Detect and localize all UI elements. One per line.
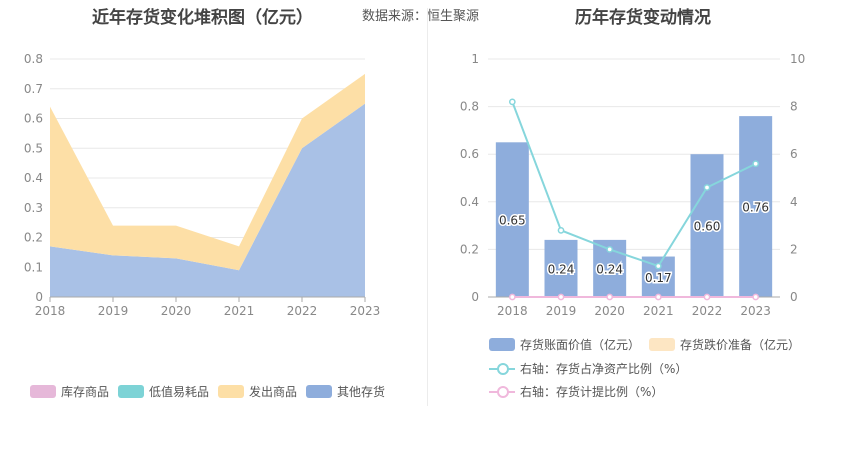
- y-right-tick-label: 8: [790, 100, 798, 114]
- line-point: [606, 293, 614, 301]
- legend-label: 存货账面价值（亿元）: [520, 338, 641, 352]
- y-tick-label: 0.3: [24, 201, 43, 215]
- legend-label: 低值易耗品: [149, 385, 210, 399]
- y-tick-label: 0.8: [24, 52, 43, 66]
- line-point: [508, 293, 516, 301]
- legend-swatch: [218, 385, 244, 398]
- x-tick-label: 2018: [35, 304, 66, 318]
- line-point: [703, 293, 711, 301]
- x-tick-label: 2019: [546, 304, 577, 318]
- x-tick-label: 2023: [350, 304, 381, 318]
- bar-data-label: 0.60: [694, 220, 721, 234]
- left-chart-panel: 近年存货变化堆积图（亿元） 0 0.1 0.2 0.3 0.4 0.5 0.6 0.7 0.8 2…: [0, 0, 425, 410]
- legend-label: 右轴：存货占净资产比例（%）: [520, 362, 688, 376]
- legend-item-inventory-to-net-assets[interactable]: 右轴：存货占净资产比例（%）: [489, 360, 687, 377]
- legend-label: 库存商品: [61, 385, 110, 399]
- y-right-tick-label: 10: [790, 52, 805, 66]
- legend-label: 其他存货: [337, 385, 386, 399]
- legend-swatch: [118, 385, 144, 398]
- y-left-tick-label: 0.6: [460, 147, 479, 161]
- legend-label: 存货跌价准备（亿元）: [680, 338, 801, 352]
- legend-label: 发出商品: [249, 385, 298, 399]
- y-tick-label: 0.5: [24, 141, 43, 155]
- y-right-tick-label: 6: [790, 147, 798, 161]
- bar-data-label: 0.65: [499, 214, 526, 228]
- legend-item-low-value-consumables[interactable]: 低值易耗品: [118, 383, 209, 400]
- legend-item-impairment-reserve[interactable]: 存货跌价准备（亿元）: [649, 336, 800, 353]
- right-chart-title: 历年存货变动情况: [575, 8, 711, 28]
- y-tick-label: 0.6: [24, 112, 43, 126]
- area-series-3: [50, 103, 365, 297]
- x-tick-label: 2021: [224, 304, 255, 318]
- line-series-2: [511, 101, 757, 268]
- x-tick-label: 2022: [692, 304, 723, 318]
- y-tick-label: 0.7: [24, 82, 43, 96]
- y-left-tick-label: 0: [471, 290, 479, 304]
- right-chart-panel: 历年存货变动情况 0 0.2 0.4 0.6 0.8 1 0 2 4 6 8 10 2018 2019 20…: [425, 0, 850, 410]
- bar-book-value: [544, 239, 578, 297]
- bar-data-label: 0.17: [645, 271, 672, 285]
- line-point: [752, 160, 760, 168]
- x-tick-label: 2020: [161, 304, 192, 318]
- legend-swatch: [489, 338, 515, 351]
- y-tick-label: 0.2: [24, 231, 43, 245]
- legend-line-swatch: [489, 362, 515, 375]
- line-point: [654, 262, 662, 270]
- left-chart-title: 近年存货变化堆积图（亿元）: [92, 8, 313, 28]
- legend-item-book-value[interactable]: 存货账面价值（亿元）: [489, 336, 640, 353]
- y-tick-label: 0: [35, 290, 43, 304]
- y-left-tick-label: 0.4: [460, 195, 479, 209]
- line-point: [654, 293, 662, 301]
- legend-swatch: [649, 338, 675, 351]
- bar-data-label: 0.24: [596, 262, 623, 276]
- line-point: [703, 184, 711, 191]
- x-tick-label: 2022: [287, 304, 318, 318]
- data-source-label: 数据来源：恒生聚源: [362, 9, 480, 24]
- bar-data-label: 0.24: [548, 262, 575, 276]
- legend-item-inventory-goods[interactable]: 库存商品: [30, 383, 109, 400]
- bar-book-value: [690, 154, 724, 297]
- x-tick-label: 2021: [643, 304, 674, 318]
- x-tick-label: 2020: [594, 304, 625, 318]
- line-point: [557, 227, 565, 234]
- legend-swatch: [306, 385, 332, 398]
- y-right-tick-label: 4: [790, 195, 798, 209]
- line-point: [606, 246, 614, 253]
- left-legend: 库存商品 低值易耗品 发出商品 其他存货: [0, 0, 425, 410]
- legend-item-goods-shipped[interactable]: 发出商品: [218, 383, 297, 400]
- right-legend: 存货账面价值（亿元） 存货跌价准备（亿元） 右轴：存货占净资产比例（%） 右轴：…: [425, 0, 850, 410]
- bar-book-value: [739, 116, 773, 298]
- x-tick-label: 2019: [98, 304, 129, 318]
- y-left-tick-label: 0.2: [460, 242, 479, 256]
- bar-data-label: 0.76: [742, 201, 769, 215]
- bar-book-value: [495, 142, 529, 297]
- legend-item-other-inventory[interactable]: 其他存货: [306, 383, 385, 400]
- legend-line-swatch: [489, 385, 515, 398]
- area-series-2: [50, 73, 365, 271]
- legend-label: 右轴：存货计提比例（%）: [520, 385, 664, 399]
- y-left-tick-label: 1: [471, 52, 479, 66]
- y-tick-label: 0.4: [24, 171, 43, 185]
- y-right-tick-label: 0: [790, 290, 798, 304]
- panel-divider: [427, 8, 428, 406]
- line-point: [557, 293, 565, 301]
- y-tick-label: 0.1: [24, 260, 43, 274]
- y-right-tick-label: 2: [790, 242, 798, 256]
- line-point: [508, 98, 516, 106]
- x-tick-label: 2018: [497, 304, 528, 318]
- stacked-area-chart: 0 0.1 0.2 0.3 0.4 0.5 0.6 0.7 0.8 2018 2019 2020 202…: [24, 52, 381, 318]
- y-left-tick-label: 0.8: [460, 100, 479, 114]
- x-tick-label: 2023: [740, 304, 771, 318]
- legend-swatch: [30, 385, 56, 398]
- line-point: [752, 293, 760, 301]
- legend-item-provision-ratio[interactable]: 右轴：存货计提比例（%）: [489, 383, 663, 400]
